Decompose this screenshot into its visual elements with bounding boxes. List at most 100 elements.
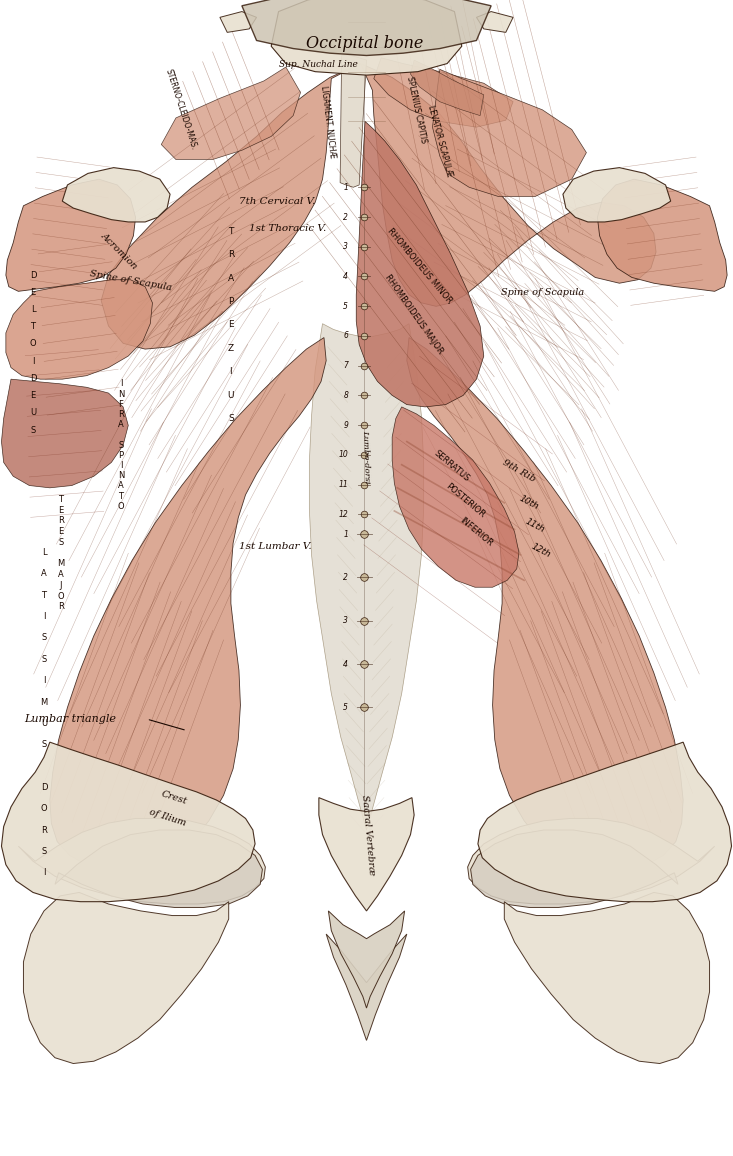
Text: 11th: 11th: [524, 517, 546, 535]
Text: Lumbar triangle: Lumbar triangle: [24, 714, 117, 724]
Text: 4: 4: [343, 660, 348, 668]
Text: RHOMBOIDEUS MAJOR: RHOMBOIDEUS MAJOR: [383, 273, 445, 356]
Text: 3: 3: [343, 616, 348, 625]
Text: I: I: [43, 676, 45, 686]
Polygon shape: [597, 179, 727, 291]
Text: A: A: [58, 570, 64, 579]
Text: of Ilium: of Ilium: [147, 807, 187, 828]
Text: S: S: [30, 425, 36, 435]
Polygon shape: [356, 121, 484, 407]
Text: P: P: [228, 297, 234, 306]
Polygon shape: [407, 338, 683, 869]
Text: SERRATUS: SERRATUS: [432, 449, 471, 483]
Text: M: M: [40, 697, 48, 706]
Polygon shape: [161, 67, 301, 160]
Text: LEVATOR SCAPULÆ: LEVATOR SCAPULÆ: [426, 104, 454, 178]
Text: M: M: [57, 560, 65, 569]
Text: S: S: [41, 847, 47, 855]
Text: 7: 7: [343, 361, 348, 370]
Polygon shape: [6, 280, 152, 379]
Text: 2: 2: [343, 213, 348, 222]
Text: O: O: [40, 805, 48, 813]
Text: R: R: [41, 825, 47, 835]
Text: I: I: [43, 868, 45, 877]
Text: T: T: [119, 491, 123, 501]
Text: E: E: [30, 391, 36, 400]
Text: I: I: [43, 613, 45, 621]
Text: S: S: [228, 414, 234, 423]
Polygon shape: [476, 12, 513, 32]
Polygon shape: [1, 379, 128, 488]
Text: Acromion: Acromion: [100, 231, 139, 271]
Text: 3: 3: [343, 243, 348, 251]
Polygon shape: [319, 798, 414, 911]
Text: E: E: [228, 320, 234, 329]
Text: RHOMBOIDEUS MINOR: RHOMBOIDEUS MINOR: [385, 227, 454, 305]
Text: S: S: [41, 740, 47, 749]
Polygon shape: [271, 0, 462, 75]
Text: POSTERIOR: POSTERIOR: [444, 482, 487, 519]
Text: O: O: [57, 592, 65, 601]
Text: O: O: [117, 502, 125, 511]
Text: 7th Cervical V.: 7th Cervical V.: [239, 197, 315, 206]
Text: Crest: Crest: [161, 790, 188, 806]
Text: S: S: [41, 654, 47, 664]
Polygon shape: [220, 12, 257, 32]
Polygon shape: [55, 830, 262, 907]
Text: INFERIOR: INFERIOR: [458, 516, 495, 548]
Polygon shape: [504, 892, 710, 1064]
Polygon shape: [410, 60, 484, 116]
Text: U: U: [30, 408, 36, 417]
Text: STERNO-CLEIDO-MAS.: STERNO-CLEIDO-MAS.: [163, 68, 199, 151]
Polygon shape: [340, 55, 366, 187]
Text: R: R: [58, 517, 64, 525]
Polygon shape: [326, 934, 407, 1040]
Polygon shape: [1, 742, 255, 902]
Polygon shape: [468, 818, 715, 904]
Polygon shape: [50, 338, 326, 869]
Text: 10th: 10th: [518, 494, 540, 512]
Text: U: U: [41, 719, 47, 728]
Text: Lumbo-dorsi: Lumbo-dorsi: [361, 430, 372, 483]
Text: D: D: [41, 783, 47, 792]
Text: 12: 12: [339, 510, 348, 519]
Text: A: A: [118, 420, 124, 429]
Text: N: N: [118, 390, 124, 399]
Text: 1st Thoracic V.: 1st Thoracic V.: [249, 224, 327, 234]
Text: D: D: [30, 271, 36, 280]
Text: SPLENIUS CAPITIS: SPLENIUS CAPITIS: [405, 75, 428, 144]
Text: LIGAMENT. NUCHÆ: LIGAMENT. NUCHÆ: [320, 84, 337, 158]
Text: L: L: [42, 548, 46, 557]
Text: A: A: [118, 481, 124, 490]
Text: E: E: [30, 288, 36, 297]
Text: S: S: [118, 440, 124, 450]
Text: E: E: [58, 505, 64, 514]
Text: S: S: [58, 538, 64, 547]
Text: D: D: [30, 373, 36, 383]
Text: 2: 2: [343, 573, 348, 581]
Text: N: N: [118, 472, 124, 480]
Text: I: I: [119, 379, 122, 388]
Text: 8: 8: [343, 391, 348, 400]
Text: I: I: [119, 461, 122, 470]
Text: 4: 4: [343, 272, 348, 281]
Text: 9: 9: [343, 421, 348, 430]
Text: L: L: [31, 305, 35, 314]
Text: T: T: [31, 323, 35, 332]
Polygon shape: [18, 818, 265, 904]
Polygon shape: [309, 324, 424, 830]
Polygon shape: [374, 58, 513, 127]
Text: 1st Lumbar V.: 1st Lumbar V.: [238, 542, 312, 551]
Text: 5: 5: [343, 302, 348, 311]
Polygon shape: [101, 64, 361, 349]
Text: 11: 11: [339, 480, 348, 489]
Text: Sup. Nuchal Line: Sup. Nuchal Line: [279, 60, 358, 69]
Polygon shape: [62, 168, 170, 222]
Text: I: I: [229, 368, 232, 376]
Text: U: U: [228, 391, 234, 400]
Text: E: E: [58, 527, 64, 536]
Text: Spine of Scapula: Spine of Scapula: [89, 269, 172, 292]
Polygon shape: [478, 742, 732, 902]
Polygon shape: [432, 69, 586, 197]
Text: 12th: 12th: [530, 541, 552, 560]
